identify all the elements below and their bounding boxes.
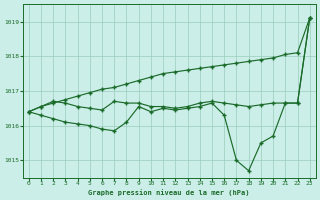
- X-axis label: Graphe pression niveau de la mer (hPa): Graphe pression niveau de la mer (hPa): [89, 189, 250, 196]
